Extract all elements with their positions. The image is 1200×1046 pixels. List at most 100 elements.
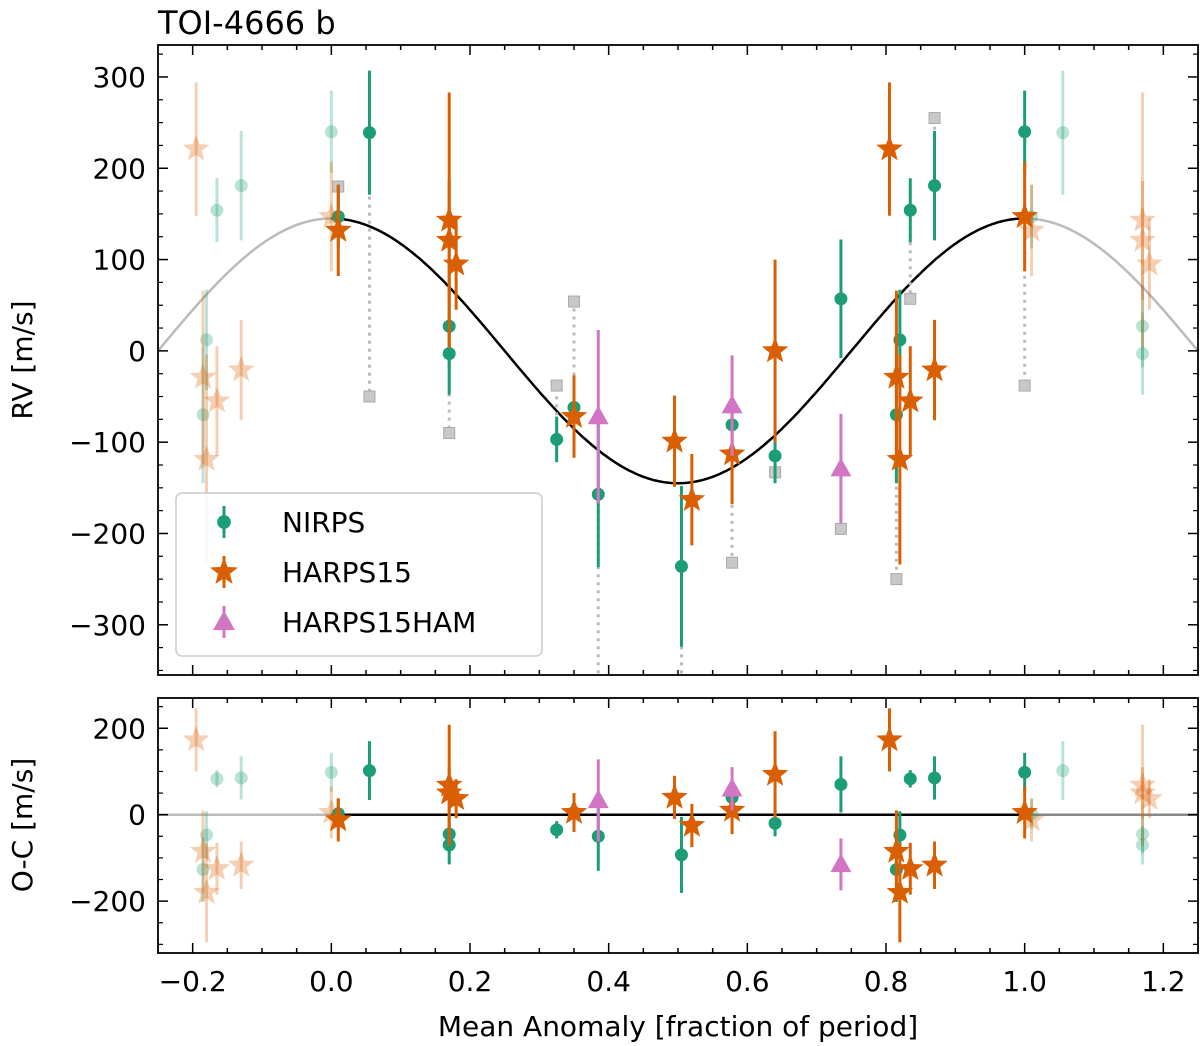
harps15-wrapped-residual-point [1018, 805, 1045, 832]
harps15ham-residual-point [721, 777, 743, 797]
nirps-wrapped-residual-point [324, 765, 338, 779]
nirps-wrapped-residual-point [1136, 827, 1150, 841]
nirps-wrapped-point [200, 333, 214, 347]
y-tick-label: 100 [93, 244, 146, 277]
legend-box [175, 492, 543, 657]
nirps-point [442, 347, 456, 361]
residual-y-axis-label: O-C [m/s] [6, 758, 39, 893]
harps15-wrapped-residual-point [318, 798, 345, 824]
y-tick-label: 300 [93, 61, 146, 94]
y-tick-label: −200 [69, 517, 146, 550]
harps15-wrapped-point [1129, 226, 1156, 252]
harps15-point [921, 356, 948, 382]
offset-marker [568, 295, 580, 308]
harps15ham-point [721, 394, 743, 414]
harps15ham-point [587, 405, 609, 425]
harps15ham-residual-point [587, 789, 609, 809]
nirps-wrapped-residual-point [234, 771, 248, 785]
harps15-wrapped-point [189, 363, 217, 389]
offset-marker [834, 522, 847, 535]
x-tick-label: 1.2 [1141, 965, 1186, 998]
x-tick-label: −0.2 [159, 965, 227, 998]
harps15-residual-point [883, 837, 910, 863]
legend-marker-nirps [217, 515, 231, 529]
model-curve-wrap-right [1024, 217, 1198, 352]
harps15-point [435, 226, 463, 252]
nirps-point [768, 449, 782, 463]
nirps-point [674, 559, 688, 573]
model-curve-wrap-left [158, 217, 332, 352]
legend-label-harps15: HARPS15 [282, 556, 412, 589]
nirps-wrapped-point [1136, 319, 1150, 333]
harps15-residual-point [435, 779, 463, 805]
residual-panel-data [158, 708, 1198, 943]
harps15-wrapped-residual-point [227, 851, 255, 877]
harps15-point [325, 216, 352, 242]
chart-title: TOI-4666 b [157, 4, 336, 42]
offset-marker [550, 379, 563, 392]
harps15-residual-point [886, 878, 914, 904]
harps15-point [761, 336, 789, 363]
offset-marker [443, 427, 456, 440]
harps15-point [1011, 202, 1038, 228]
nirps-wrapped-point [234, 179, 248, 193]
nirps-wrapped-point [210, 203, 224, 217]
harps15-wrapped-point [318, 202, 345, 228]
harps15-wrapped-residual-point [1129, 779, 1156, 805]
harps15-wrapped-point [203, 387, 231, 413]
harps15-wrapped-point [182, 135, 210, 161]
harps15-point [883, 363, 910, 389]
nirps-wrapped-residual-point [1056, 764, 1070, 778]
x-tick-label: 0.6 [725, 965, 770, 998]
harps15-point [442, 250, 470, 276]
harps15-point [886, 445, 914, 471]
harps15-residual-point [761, 760, 789, 786]
offset-marker [726, 556, 739, 569]
nirps-residual-point [834, 777, 848, 791]
harps15-wrapped-residual-point [189, 837, 217, 863]
nirps-residual-point [928, 771, 942, 785]
y-tick-label: −200 [69, 885, 146, 918]
harps15-wrapped-point [227, 356, 255, 382]
offset-marker [904, 292, 917, 305]
nirps-residual-point [1018, 765, 1032, 779]
legend-marker-harps15ham [213, 610, 235, 631]
harps15-point [560, 402, 588, 428]
nirps-residual-point [768, 816, 782, 830]
y-tick-label: 0 [128, 799, 146, 832]
harps15-point [897, 387, 924, 413]
legend-label-nirps: NIRPS [282, 506, 365, 539]
x-tick-label: 0.0 [309, 965, 354, 998]
legend-label-harps15ham: HARPS15HAM [282, 606, 476, 639]
legend-marker-harps15 [210, 557, 238, 584]
residual-panel-ticks: 200 0 −200 −0.2 0.0 0.2 0.4 0.6 0.8 1.0 1.2 [69, 698, 1198, 998]
harps15-residual-point [560, 798, 588, 824]
y-tick-label: 200 [93, 152, 146, 185]
nirps-residual-point [674, 848, 688, 862]
x-axis-label: Mean Anomaly [fraction of period] [438, 1010, 918, 1043]
nirps-wrapped-point [1056, 126, 1070, 140]
harps15-residual-point [876, 725, 903, 752]
harps15-wrapped-residual-point [193, 878, 220, 904]
legend: NIRPS HARPS15 HARPS15HAM [175, 492, 543, 657]
harps15-wrapped-residual-point [1129, 771, 1156, 797]
harps15ham-residual-point [830, 853, 852, 873]
nirps-point [903, 203, 917, 217]
nirps-point [1018, 125, 1032, 139]
harps15-residual-point [661, 783, 688, 809]
harps15-point [661, 427, 688, 453]
harps15-residual-point [921, 851, 948, 877]
harps15-wrapped-point [1129, 206, 1156, 232]
harps15-residual-point [897, 854, 924, 880]
harps15ham-point [830, 457, 852, 477]
nirps-wrapped-residual-point [1136, 838, 1150, 852]
top-panel-ticks: 300 200 100 0 −100 −200 −300 [69, 45, 1198, 675]
y-tick-label: −300 [69, 609, 146, 642]
legend-markers [210, 506, 238, 638]
nirps-point [834, 292, 848, 306]
harps15-residual-point [1011, 798, 1038, 824]
x-tick-label: 0.4 [586, 965, 631, 998]
harps15-wrapped-point [1018, 216, 1045, 242]
offset-marker [928, 112, 941, 125]
